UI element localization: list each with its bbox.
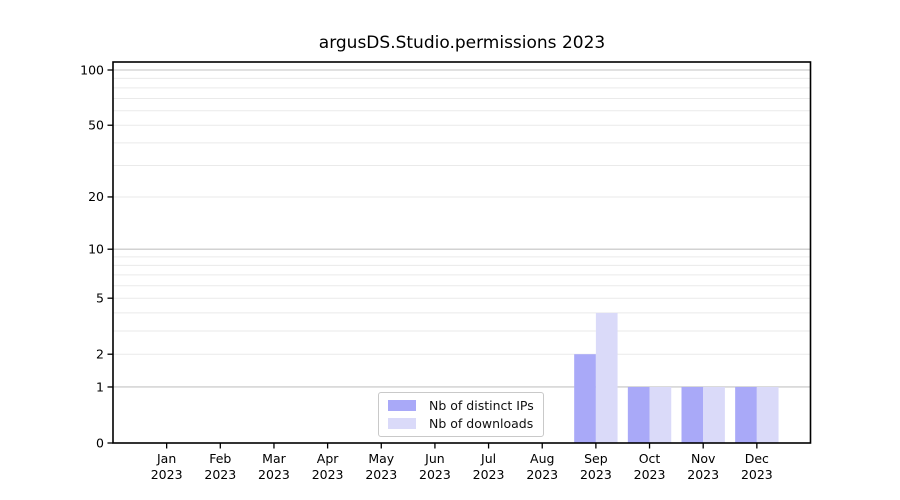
x-tick-label-year-nov: 2023 <box>687 467 719 482</box>
legend-item-distinct-ips: Nb of distinct IPs <box>388 398 535 413</box>
legend-swatch-downloads <box>388 418 416 429</box>
y-tick-label-0: 0 <box>96 435 104 450</box>
x-tick-label-month-apr: Apr <box>317 451 339 466</box>
x-tick-label-month-feb: Feb <box>209 451 231 466</box>
x-tick-label-year-may: 2023 <box>365 467 397 482</box>
legend-box: Nb of distinct IPs Nb of downloads <box>378 392 544 437</box>
x-tick-label-month-jun: Jun <box>424 451 445 466</box>
bar-downloads-sep <box>595 312 618 443</box>
legend-item-downloads: Nb of downloads <box>388 416 535 431</box>
x-tick-label-year-jun: 2023 <box>419 467 451 482</box>
y-tick-label-20: 20 <box>88 189 104 204</box>
legend-label-downloads: Nb of downloads <box>429 416 534 431</box>
x-tick-label-year-aug: 2023 <box>526 467 558 482</box>
y-tick-label-100: 100 <box>80 62 104 77</box>
x-tick-label-month-dec: Dec <box>745 451 769 466</box>
y-tick-label-10: 10 <box>88 241 104 256</box>
bar-downloads-oct <box>649 386 672 443</box>
x-tick-label-year-sep: 2023 <box>580 467 612 482</box>
x-tick-label-month-may: May <box>368 451 394 466</box>
x-tick-label-month-nov: Nov <box>691 451 716 466</box>
chart-title: argusDS.Studio.permissions 2023 <box>318 33 606 53</box>
x-tick-label-year-dec: 2023 <box>741 467 773 482</box>
x-tick-label-month-mar: Mar <box>262 451 286 466</box>
x-tick-label-month-sep: Sep <box>584 451 608 466</box>
bar-distinct-ips-dec <box>735 386 757 443</box>
x-tick-label-year-oct: 2023 <box>634 467 666 482</box>
bar-downloads-nov <box>703 386 725 443</box>
x-tick-label-year-jul: 2023 <box>473 467 505 482</box>
y-tick-label-2: 2 <box>96 347 104 362</box>
y-tick-label-5: 5 <box>96 290 104 305</box>
x-tick-label-month-oct: Oct <box>639 451 661 466</box>
x-tick-label-month-jan: Jan <box>156 451 176 466</box>
plot-border <box>112 61 812 444</box>
x-tick-label-month-aug: Aug <box>530 451 554 466</box>
y-tick-label-50: 50 <box>88 118 104 133</box>
bar-downloads-dec <box>756 386 779 443</box>
x-tick-label-year-feb: 2023 <box>204 467 236 482</box>
y-tick-label-1: 1 <box>96 379 104 394</box>
bar-distinct-ips-nov <box>681 386 704 443</box>
legend-label-distinct-ips: Nb of distinct IPs <box>429 398 534 413</box>
bar-distinct-ips-sep <box>574 354 596 443</box>
legend-swatch-distinct-ips <box>388 400 416 411</box>
x-tick-label-month-jul: Jul <box>480 451 496 466</box>
x-tick-label-year-mar: 2023 <box>258 467 290 482</box>
x-tick-label-year-jan: 2023 <box>151 467 183 482</box>
x-tick-label-year-apr: 2023 <box>312 467 344 482</box>
bar-distinct-ips-oct <box>627 386 650 443</box>
